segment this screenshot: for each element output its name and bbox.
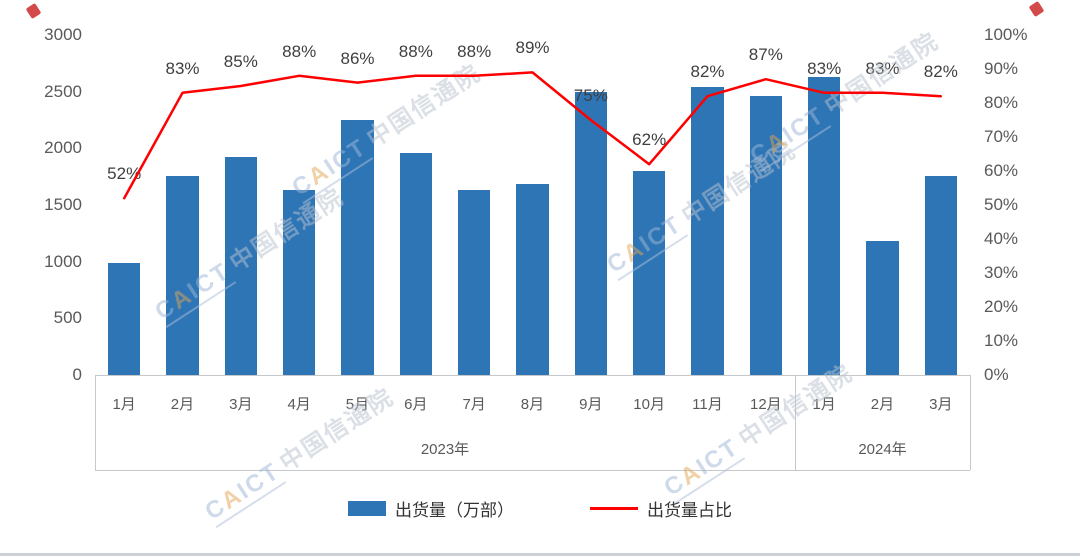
bar-4 — [341, 120, 374, 375]
right-axis-label-90%: 90% — [984, 59, 1019, 78]
watermark-name: 中国信通院 — [362, 59, 486, 153]
bar-6 — [457, 190, 491, 375]
data-label-2: 85% — [223, 52, 258, 71]
watermark-brand-letter: A — [675, 457, 707, 492]
right-axis-label-10%: 10% — [984, 331, 1019, 350]
x-axis-label-7: 8月 — [520, 396, 545, 413]
x-axis-label-13: 2月 — [870, 396, 895, 413]
data-label-9: 62% — [632, 130, 667, 150]
left-axis-label-0: 0 — [72, 365, 82, 384]
legend-label-share: 出货量占比 — [647, 501, 732, 520]
x-axis-label-4: 5月 — [345, 396, 370, 413]
data-label-11: 87% — [748, 45, 783, 65]
data-label-13: 83% — [865, 58, 900, 78]
watermark-brand-letter: A — [303, 157, 335, 192]
bar-7 — [516, 183, 549, 375]
category-table-bottom-line — [95, 470, 970, 471]
right-axis-label-70%: 70% — [984, 127, 1019, 146]
bar-3 — [282, 190, 316, 375]
year-label-2024年: 2024年 — [858, 441, 907, 458]
data-label-4: 86% — [340, 48, 375, 68]
data-label-12: 83% — [807, 58, 842, 78]
watermark: CAICT中国信通院 — [283, 54, 486, 205]
bar-0 — [107, 262, 141, 375]
x-axis-line — [95, 375, 970, 376]
bar-2 — [224, 157, 258, 375]
left-axis-label-2000: 2000 — [44, 138, 82, 158]
watermark-brand-letter: T — [256, 457, 285, 490]
left-axis-label-3000: 3000 — [44, 25, 82, 44]
x-axis-label-11: 12月 — [749, 396, 782, 413]
watermark-brand-letter: C — [240, 466, 271, 500]
x-axis-label-2: 3月 — [229, 396, 253, 413]
bar-9 — [632, 171, 666, 375]
x-axis-label-12: 1月 — [812, 396, 836, 413]
x-axis-label-8: 9月 — [579, 396, 603, 413]
data-label-5: 88% — [398, 41, 433, 61]
left-axis-label-1000: 1000 — [44, 251, 82, 271]
data-label-1: 83% — [165, 58, 200, 78]
x-axis-label-10: 11月 — [692, 396, 723, 413]
legend-item-shipments: 出货量（万部） — [348, 496, 514, 521]
bar-13 — [866, 241, 899, 375]
bar-5 — [399, 152, 433, 375]
right-axis-label-30%: 30% — [984, 263, 1019, 282]
data-label-8: 75% — [573, 86, 608, 105]
bar-1 — [166, 175, 199, 375]
caict-logo-mark — [25, 2, 42, 20]
watermark-brand-letter: I — [319, 153, 342, 181]
line-series-swatch — [590, 507, 638, 510]
right-axis-label-60%: 60% — [984, 161, 1019, 180]
left-axis-label-1500: 1500 — [44, 195, 82, 214]
category-separator-0 — [95, 375, 96, 470]
right-axis-label-80%: 80% — [984, 93, 1019, 112]
data-label-6: 88% — [457, 41, 492, 61]
x-axis-label-5: 6月 — [404, 396, 428, 413]
data-label-3: 88% — [282, 41, 317, 61]
right-axis-label-0%: 0% — [984, 365, 1009, 384]
legend-label-shipments: 出货量（万部） — [395, 501, 514, 520]
left-axis-label-500: 500 — [53, 308, 82, 328]
data-label-0: 52% — [107, 164, 142, 184]
x-axis-label-14: 3月 — [929, 396, 953, 413]
legend-item-share: 出货量占比 — [590, 496, 732, 521]
x-axis-label-3: 4月 — [287, 396, 311, 413]
x-axis-label-0: 1月 — [112, 396, 136, 413]
caict-logo-mark — [1028, 0, 1045, 18]
bar-series-swatch — [348, 501, 386, 516]
data-label-10: 82% — [690, 62, 725, 82]
x-axis-label-9: 10月 — [633, 396, 665, 413]
category-separator-1 — [795, 375, 796, 470]
right-axis-label-40%: 40% — [984, 229, 1019, 248]
bar-10 — [691, 87, 724, 375]
right-axis-label-20%: 20% — [984, 297, 1019, 316]
bar-8 — [574, 91, 608, 375]
legend: 出货量（万部） 出货量占比 — [0, 496, 1080, 521]
category-separator-2 — [970, 375, 971, 470]
x-axis-label-1: 2月 — [170, 396, 195, 413]
data-label-7: 89% — [515, 38, 550, 58]
right-axis-label-100%: 100% — [984, 25, 1028, 44]
right-axis-label-50%: 50% — [984, 195, 1019, 214]
bar-11 — [749, 96, 783, 375]
year-label-2023年: 2023年 — [420, 441, 470, 458]
bar-14 — [924, 175, 958, 375]
left-axis-label-2500: 2500 — [44, 81, 82, 101]
data-label-14: 82% — [923, 62, 958, 82]
x-axis-label-6: 7月 — [462, 396, 486, 413]
bar-12 — [807, 76, 841, 375]
